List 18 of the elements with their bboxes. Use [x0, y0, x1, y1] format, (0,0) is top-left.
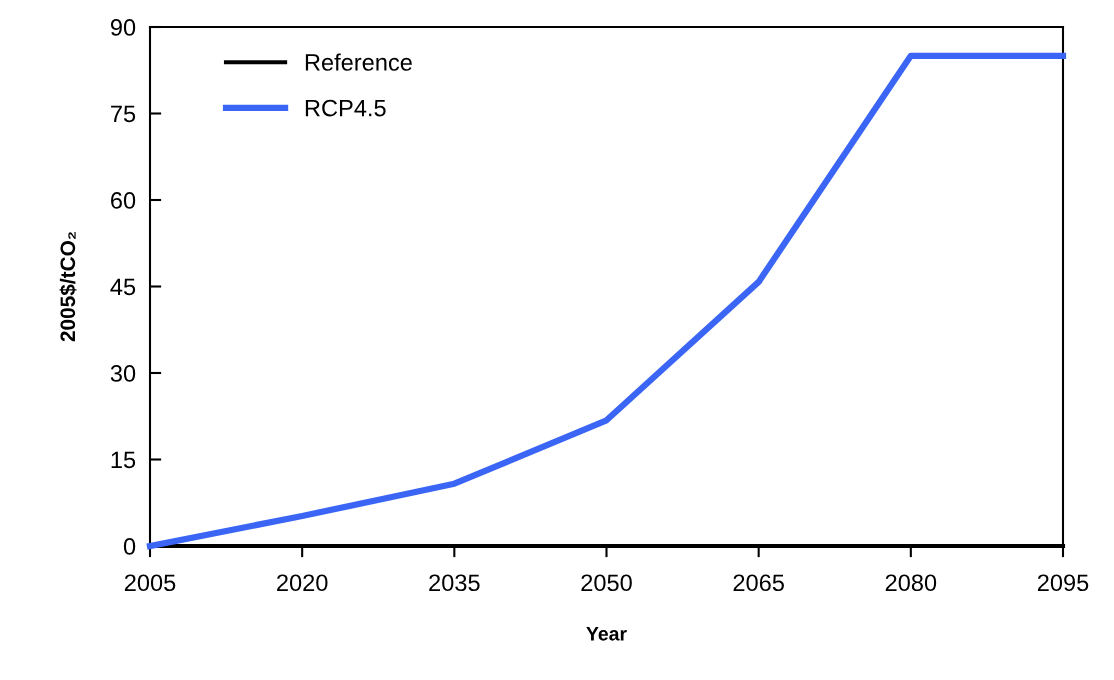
x-tick-label: 2080: [885, 574, 937, 592]
x-tick-label: 2050: [581, 574, 632, 592]
y-axis-title: 2005$/tCO₂: [59, 232, 77, 342]
y-tick-label: 60: [111, 192, 136, 209]
y-tick-label: 30: [110, 365, 136, 382]
x-axis-title: Year: [586, 627, 627, 641]
x-tick-label: 2005: [124, 574, 176, 592]
y-tick-label: 0: [123, 538, 136, 555]
y-tick-label: 45: [110, 278, 136, 296]
x-tick-label: 2020: [277, 574, 328, 592]
x-tick-label: 2065: [733, 574, 784, 592]
legend-label: RCP4.5: [305, 99, 386, 117]
y-tick-label: 90: [110, 19, 136, 36]
x-tick-label: 2035: [429, 574, 480, 592]
legend-label: Reference: [305, 53, 412, 71]
y-tick-label: 75: [111, 105, 136, 123]
x-tick-label: 2095: [1037, 574, 1089, 592]
y-tick-label: 15: [111, 451, 136, 469]
